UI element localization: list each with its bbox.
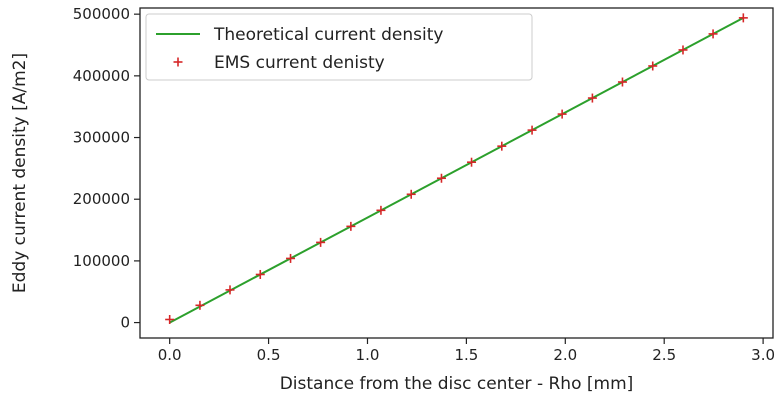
ems-data-point — [678, 45, 688, 55]
ems-data-point — [165, 314, 175, 324]
ems-data-point — [648, 61, 658, 71]
legend-entry-theoretical: Theoretical current density — [213, 25, 443, 45]
ems-data-point — [557, 109, 567, 119]
ems-data-point — [497, 141, 507, 151]
axis-ticks: 0.0 0.5 1.0 1.5 2.0 2.5 3.0 0 100000 200000 300000… — [73, 5, 775, 364]
y-tick-label: 400000 — [73, 67, 130, 85]
x-tick-label: 1.0 — [356, 346, 380, 364]
ems-data-point — [738, 13, 748, 23]
y-axis-label: Eddy current density [A/m2] — [10, 53, 30, 293]
ems-data-point — [617, 77, 627, 87]
legend-box — [145, 13, 533, 81]
ems-data-point — [195, 300, 205, 310]
legend-entry-ems: EMS current denisty — [214, 53, 385, 73]
ems-data-point — [255, 269, 265, 279]
ems-data-point — [225, 285, 235, 295]
x-tick-label: 1.5 — [454, 346, 478, 364]
y-tick-label: 500000 — [73, 5, 130, 23]
ems-data-point — [376, 205, 386, 215]
legend-marker-swatch — [173, 57, 183, 67]
ems-data-point — [467, 157, 477, 167]
x-tick-label: 3.0 — [751, 346, 775, 364]
x-tick-label: 0.5 — [257, 346, 281, 364]
x-axis-label: Distance from the disc center - Rho [mm] — [280, 374, 634, 394]
ems-data-point — [527, 125, 537, 135]
series-line-theoretical — [169, 17, 744, 324]
ems-data-point — [708, 29, 718, 39]
plot-area — [165, 13, 748, 324]
ems-data-point — [316, 237, 326, 247]
y-tick-label: 0 — [120, 314, 130, 332]
ems-data-point — [406, 189, 416, 199]
ems-data-point — [587, 93, 597, 103]
ems-data-point — [346, 221, 356, 231]
y-tick-label: 100000 — [73, 252, 130, 270]
x-tick-label: 2.5 — [652, 346, 676, 364]
axes-frame — [139, 7, 774, 339]
y-tick-label: 300000 — [73, 129, 130, 147]
ems-data-point — [436, 173, 446, 183]
ems-data-point — [286, 253, 296, 263]
x-tick-label: 2.0 — [553, 346, 577, 364]
legend: Theoretical current density EMS current … — [145, 13, 533, 81]
y-tick-label: 200000 — [73, 190, 130, 208]
x-tick-label: 0.0 — [158, 346, 182, 364]
